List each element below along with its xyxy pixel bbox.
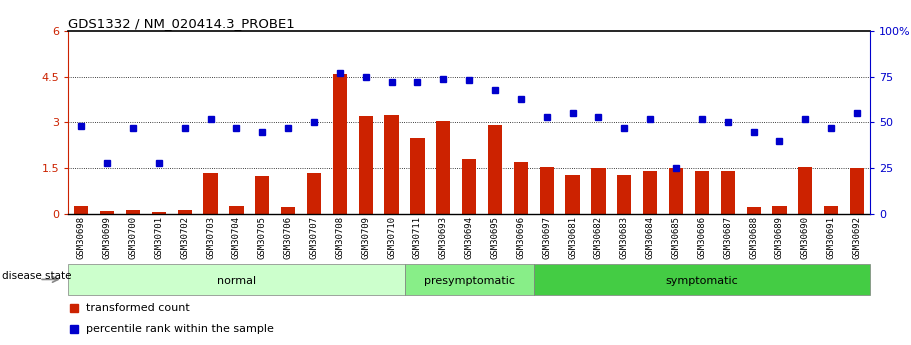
Bar bbox=[539, 167, 554, 214]
Text: GSM30689: GSM30689 bbox=[775, 216, 784, 259]
Bar bbox=[669, 168, 683, 214]
Bar bbox=[436, 121, 450, 214]
Text: GSM30694: GSM30694 bbox=[465, 216, 474, 259]
Bar bbox=[404, 264, 534, 295]
Bar bbox=[850, 168, 865, 214]
Bar bbox=[566, 175, 579, 214]
Bar bbox=[462, 159, 476, 214]
Bar bbox=[618, 175, 631, 214]
Bar bbox=[824, 206, 838, 214]
Text: GSM30684: GSM30684 bbox=[646, 216, 655, 259]
Text: GSM30699: GSM30699 bbox=[103, 216, 112, 259]
Text: GSM30683: GSM30683 bbox=[619, 216, 629, 259]
Bar bbox=[126, 210, 140, 214]
Text: disease state: disease state bbox=[2, 271, 71, 281]
Text: GSM30682: GSM30682 bbox=[594, 216, 603, 259]
Text: GSM30693: GSM30693 bbox=[439, 216, 448, 259]
Bar bbox=[230, 206, 243, 214]
Text: GSM30700: GSM30700 bbox=[128, 216, 138, 259]
Bar bbox=[178, 210, 192, 214]
Text: GSM30695: GSM30695 bbox=[490, 216, 499, 259]
Text: GSM30688: GSM30688 bbox=[749, 216, 758, 259]
Text: GSM30704: GSM30704 bbox=[232, 216, 241, 259]
Bar bbox=[100, 211, 114, 214]
Text: GSM30696: GSM30696 bbox=[517, 216, 526, 259]
Text: symptomatic: symptomatic bbox=[666, 276, 738, 286]
Bar bbox=[152, 212, 166, 214]
Bar bbox=[74, 206, 88, 214]
Text: normal: normal bbox=[217, 276, 256, 286]
Text: transformed count: transformed count bbox=[86, 303, 189, 313]
Bar bbox=[746, 207, 761, 214]
Text: presymptomatic: presymptomatic bbox=[424, 276, 515, 286]
Text: GSM30701: GSM30701 bbox=[154, 216, 163, 259]
Text: GSM30687: GSM30687 bbox=[723, 216, 732, 259]
Text: GSM30702: GSM30702 bbox=[180, 216, 189, 259]
Bar bbox=[203, 173, 218, 214]
Bar bbox=[68, 264, 404, 295]
Bar bbox=[721, 171, 735, 214]
Text: GDS1332 / NM_020414.3_PROBE1: GDS1332 / NM_020414.3_PROBE1 bbox=[68, 17, 295, 30]
Text: GSM30685: GSM30685 bbox=[671, 216, 681, 259]
Bar bbox=[773, 206, 786, 214]
Text: GSM30686: GSM30686 bbox=[698, 216, 706, 259]
Text: GSM30698: GSM30698 bbox=[77, 216, 86, 259]
Bar bbox=[410, 138, 425, 214]
Text: GSM30692: GSM30692 bbox=[853, 216, 862, 259]
Text: GSM30691: GSM30691 bbox=[826, 216, 835, 259]
Text: GSM30703: GSM30703 bbox=[206, 216, 215, 259]
Bar bbox=[307, 173, 321, 214]
Bar bbox=[534, 264, 870, 295]
Bar bbox=[333, 74, 347, 214]
Text: GSM30690: GSM30690 bbox=[801, 216, 810, 259]
Text: GSM30697: GSM30697 bbox=[542, 216, 551, 259]
Text: GSM30711: GSM30711 bbox=[413, 216, 422, 259]
Bar bbox=[591, 168, 606, 214]
Bar bbox=[488, 125, 502, 214]
Bar bbox=[798, 167, 813, 214]
Text: GSM30708: GSM30708 bbox=[335, 216, 344, 259]
Bar bbox=[255, 176, 270, 214]
Text: GSM30707: GSM30707 bbox=[310, 216, 319, 259]
Bar bbox=[384, 115, 399, 214]
Bar bbox=[643, 171, 658, 214]
Bar bbox=[281, 207, 295, 214]
Text: GSM30709: GSM30709 bbox=[362, 216, 370, 259]
Text: GSM30705: GSM30705 bbox=[258, 216, 267, 259]
Bar bbox=[359, 116, 373, 214]
Text: percentile rank within the sample: percentile rank within the sample bbox=[86, 324, 273, 334]
Text: GSM30681: GSM30681 bbox=[568, 216, 577, 259]
Bar bbox=[514, 162, 528, 214]
Bar bbox=[695, 171, 709, 214]
Text: GSM30710: GSM30710 bbox=[387, 216, 396, 259]
Text: GSM30706: GSM30706 bbox=[283, 216, 292, 259]
